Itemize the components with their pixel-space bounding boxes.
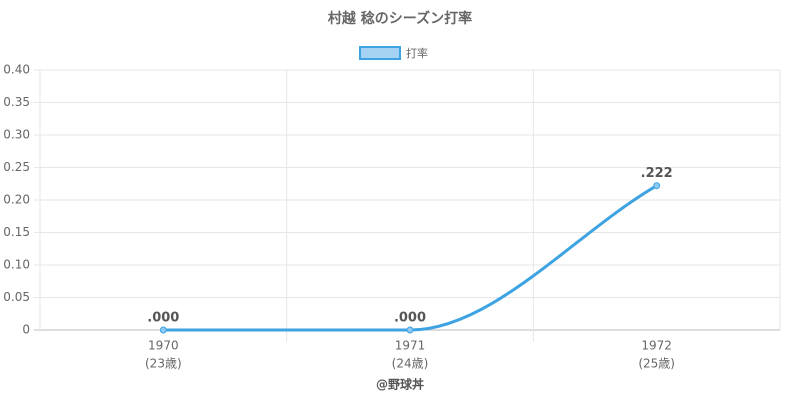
x-tick-sublabel: (24歳) [392,357,429,371]
point [406,326,414,334]
x-tick-sublabel: (25歳) [638,357,675,371]
x-tick-label: 1971 [395,339,426,353]
footer: @野球丼 [376,377,424,392]
value-label: .222 [641,166,673,181]
point [159,326,167,334]
value-label: .000 [394,311,426,326]
y-tick-label: 0.15 [3,225,30,239]
chart-title: 村越 稔のシーズン打率 [328,10,472,27]
y-tick-label: 0.25 [3,160,30,174]
line [163,184,658,332]
y-tick-label: 0.30 [3,128,30,142]
y-tick-label: 0.35 [3,95,30,109]
y-tick-label: 0 [22,323,30,337]
x-tick-label: 1972 [641,339,672,353]
x-tick-sublabel: (23歳) [145,357,182,371]
legend-label: 打率 [406,46,428,60]
value-label: .000 [147,311,179,326]
x-tick-label: 1970 [148,339,179,353]
y-tick-label: 0.40 [3,63,30,77]
legend-swatch [359,46,401,60]
y-tick-label: 0.05 [3,290,30,304]
point [653,182,661,190]
y-tick-label: 0.20 [3,193,30,207]
y-tick-label: 0.10 [3,258,30,272]
